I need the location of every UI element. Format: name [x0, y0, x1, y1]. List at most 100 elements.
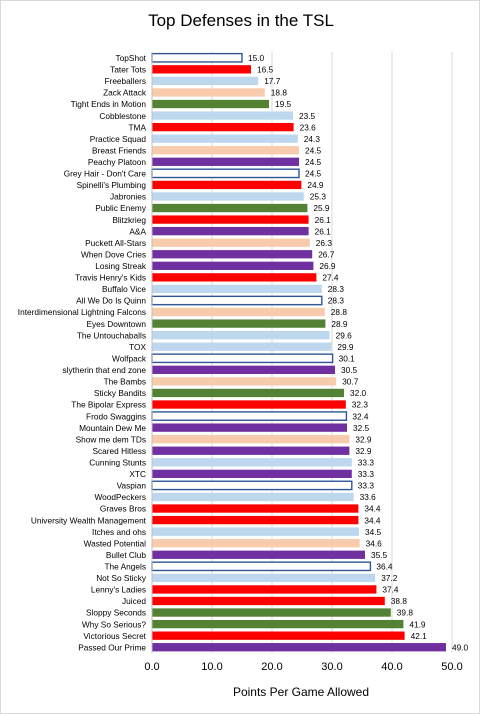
bar [152, 250, 313, 259]
data-label: 29.6 [336, 330, 353, 340]
category-label: University Wealth Management [31, 515, 147, 525]
data-label: 26.9 [319, 261, 336, 271]
chart-title: Top Defenses in the TSL [148, 11, 334, 30]
data-label: 30.5 [341, 365, 358, 375]
bar [152, 111, 293, 120]
data-label: 30.7 [342, 377, 359, 387]
category-label: Itches and ohs [92, 527, 146, 537]
category-label: Buffalo Vice [102, 284, 146, 294]
bar [152, 608, 391, 617]
bar [152, 515, 359, 525]
category-label: Mountain Dew Me [79, 423, 146, 433]
bar [152, 215, 309, 224]
bar [152, 469, 352, 479]
category-label: TOX [129, 342, 146, 352]
data-label: 39.8 [397, 608, 414, 618]
bar [152, 550, 365, 559]
data-label: 25.3 [310, 192, 327, 202]
category-label: Tater Tots [110, 65, 146, 75]
data-label: 24.5 [305, 157, 322, 167]
data-label: 26.7 [318, 249, 335, 259]
data-label: 28.8 [331, 307, 348, 317]
data-label: 16.5 [257, 65, 274, 75]
data-label: 28.3 [328, 296, 345, 306]
bar [152, 365, 335, 374]
bar [152, 88, 265, 97]
data-label: 32.9 [355, 434, 372, 444]
bar [152, 99, 269, 109]
data-label: 24.3 [304, 134, 321, 144]
bar [152, 76, 259, 86]
category-label: Wolfpack [112, 353, 147, 363]
category-label: Why So Serious? [82, 619, 146, 629]
bar [152, 573, 376, 583]
data-label: 26.3 [316, 238, 333, 248]
bar [152, 631, 405, 640]
category-label: Puckett All-Stars [85, 238, 146, 248]
bar [152, 238, 310, 247]
bar [152, 146, 299, 155]
bar [152, 307, 325, 317]
x-tick-label: 30.0 [321, 661, 342, 673]
bar [152, 585, 377, 594]
bar [152, 284, 322, 294]
bar [151, 353, 334, 364]
data-label: 32.9 [355, 446, 372, 456]
bar [152, 122, 294, 132]
category-label: Bullet Club [106, 550, 147, 560]
data-label: 37.4 [382, 585, 399, 595]
bar [152, 134, 298, 143]
bar [152, 643, 446, 652]
data-label: 24.9 [307, 180, 324, 190]
category-label: Losing Streak [95, 261, 147, 271]
category-label: The Angels [104, 562, 146, 572]
bar [152, 539, 360, 548]
category-label: Lenny's Ladies [91, 585, 146, 595]
data-label: 18.8 [271, 88, 288, 98]
category-label: Vaspian [117, 481, 147, 491]
category-label: Zack Attack [103, 88, 147, 98]
data-label: 35.5 [371, 550, 388, 560]
bar [152, 180, 302, 190]
x-axis-label: Points Per Game Allowed [232, 685, 370, 699]
bar [152, 492, 354, 502]
category-label: Cobblestone [99, 111, 146, 121]
category-label: TopShot [116, 53, 147, 63]
data-label: 42.1 [411, 631, 428, 641]
category-label: Cunning Stunts [89, 457, 146, 467]
data-label: 26.1 [315, 226, 332, 236]
bar [151, 411, 348, 421]
bar [152, 527, 359, 536]
data-label: 19.5 [275, 99, 292, 109]
data-label: 34.4 [364, 515, 381, 525]
bar [152, 400, 346, 409]
bar [152, 273, 317, 282]
x-tick-label: 50.0 [441, 661, 462, 673]
category-label: Passed Our Prime [78, 642, 146, 652]
bar [152, 596, 385, 606]
data-label: 33.3 [358, 457, 375, 467]
data-label: 15.0 [248, 53, 265, 63]
category-label: A&A [129, 226, 146, 236]
data-label: 30.1 [339, 353, 356, 363]
data-label: 33.6 [360, 492, 377, 502]
category-label: Spinelli's Plumbing [77, 180, 147, 190]
category-label: Wasted Potential [84, 538, 147, 548]
data-label: 24.5 [305, 169, 322, 179]
category-label: slytherin that end zone [63, 365, 147, 375]
category-label: Travis Henry's Kids [75, 273, 146, 283]
category-label: Grey Hair - Don't Care [64, 169, 147, 179]
data-label: 32.4 [352, 411, 369, 421]
bar [151, 168, 300, 179]
category-label: Frodo Swaggins [86, 411, 146, 421]
data-label: 24.5 [305, 145, 322, 155]
category-label: Sloppy Seconds [86, 608, 146, 618]
data-label: 26.1 [315, 215, 332, 225]
data-label: 32.3 [352, 400, 369, 410]
bar [152, 331, 330, 340]
data-label: 27.4 [322, 273, 339, 283]
data-label: 41.9 [409, 619, 426, 629]
bar [151, 295, 323, 306]
